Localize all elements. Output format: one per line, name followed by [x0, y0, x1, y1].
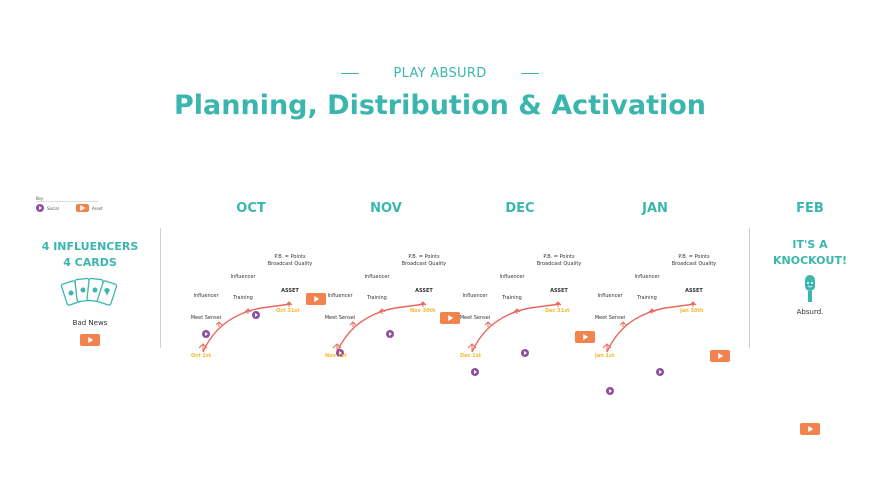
key-asset-label: Asset	[91, 205, 103, 211]
month-oct: OCT	[236, 201, 266, 216]
absurd-caption: Absurd.	[796, 308, 824, 316]
influencers-heading: 4 INFLUENCERS 4 CARDS	[30, 239, 150, 271]
growth-curve	[467, 301, 562, 353]
influencer-label: Influencer	[597, 293, 623, 299]
key-social-label: Social	[47, 205, 59, 211]
start-date-label: Jan 1st	[595, 353, 615, 359]
training-play-icon[interactable]	[252, 311, 261, 319]
month-nov: NOV	[370, 201, 402, 216]
month-column-dec: DEC Influencer Meet Sensei Influencer Tr…	[0, 57, 880, 376]
asset-play-button[interactable]	[440, 312, 461, 324]
growth-curve	[602, 301, 697, 353]
meet-sensei-label: Meet Sensei	[459, 315, 491, 321]
absurd-play-button[interactable]	[800, 423, 820, 435]
influencer-label: Influencer	[327, 293, 353, 299]
points-label-line1: P.B. = Points	[543, 254, 575, 260]
asset-play-button[interactable]	[306, 293, 327, 305]
meet-sensei-label: Meet Sensei	[324, 315, 356, 321]
month-column-nov: NOV Influencer Meet Sensei Influencer Tr…	[0, 38, 880, 359]
knockout-heading-line1: IT'S A	[792, 238, 828, 251]
meet-sensei-play-icon[interactable]	[606, 387, 614, 395]
end-date-label: Dec 31st	[545, 308, 570, 314]
asset-label: ASSET	[281, 288, 299, 294]
key-divider	[36, 201, 98, 202]
meet-sensei-play-icon[interactable]	[336, 349, 344, 357]
month-dec: DEC	[505, 201, 535, 216]
influencer-label: Influencer	[230, 274, 256, 280]
training-play-icon[interactable]	[386, 330, 395, 338]
influencer-label: Influencer	[193, 293, 219, 299]
kicker-text: PLAY ABSURD	[393, 66, 487, 81]
meet-sensei-play-icon[interactable]	[471, 368, 479, 376]
end-date-label: Nov 30th	[410, 308, 436, 314]
meet-sensei-label: Meet Sensei	[594, 315, 626, 321]
points-label-line1: P.B. = Points	[408, 254, 440, 260]
training-label: Training	[367, 295, 387, 301]
points-label-line2: Broadcast Quality	[671, 261, 717, 267]
playing-cards-icon	[60, 277, 118, 306]
points-label-line2: Broadcast Quality	[267, 261, 313, 267]
influencers-heading-line2: 4 CARDS	[63, 256, 117, 269]
training-label: Training	[502, 295, 522, 301]
bad-news-play-button[interactable]	[80, 334, 100, 346]
influencer-label: Influencer	[364, 274, 390, 280]
training-play-icon[interactable]	[521, 349, 530, 357]
bad-news-caption: Bad News	[72, 319, 108, 327]
asset-label: ASSET	[550, 288, 568, 294]
asset-play-button[interactable]	[575, 331, 596, 343]
start-date-label: Oct 1st	[191, 353, 212, 359]
kicker-dash-left	[341, 73, 360, 74]
points-label-line2: Broadcast Quality	[401, 261, 447, 267]
influencer-label: Influencer	[499, 274, 525, 280]
asset-label: ASSET	[415, 288, 433, 294]
influencer-label: Influencer	[634, 274, 660, 280]
end-date-label: Oct 31st	[276, 308, 300, 314]
points-label-line2: Broadcast Quality	[536, 261, 582, 267]
legend-key: Key Social Asset	[36, 196, 103, 212]
start-date-label: Dec 1st	[460, 353, 482, 359]
month-column-oct: OCT Influencer Meet Sensei Influencer Tr…	[0, 19, 880, 359]
page-title: Planning, Distribution & Activation	[173, 90, 707, 121]
growth-curve	[198, 301, 293, 353]
meet-sensei-play-icon[interactable]	[202, 330, 210, 338]
growth-curve	[332, 301, 427, 353]
influencer-label: Influencer	[462, 293, 488, 299]
months-timeline: OCT Influencer Meet Sensei Influencer Tr…	[0, 19, 880, 395]
points-label-line1: P.B. = Points	[678, 254, 710, 260]
section-kicker: PLAY ABSURD	[0, 66, 880, 81]
training-label: Training	[233, 295, 253, 301]
influencers-heading-line1: 4 INFLUENCERS	[41, 240, 139, 253]
training-play-icon[interactable]	[656, 368, 665, 376]
knockout-heading: IT'S A KNOCKOUT!	[760, 237, 860, 269]
key-title: Key	[36, 196, 44, 201]
social-play-icon	[36, 204, 44, 212]
points-label-line1: P.B. = Points	[274, 254, 306, 260]
divider-right	[749, 228, 750, 348]
divider-left	[160, 228, 161, 348]
asset-play-button[interactable]	[710, 350, 731, 362]
asset-label: ASSET	[685, 288, 703, 294]
month-column-jan: JAN Influencer Meet Sensei Influencer Tr…	[0, 76, 880, 395]
end-date-label: Jan 30th	[680, 308, 704, 314]
meet-sensei-label: Meet Sensei	[190, 315, 222, 321]
training-label: Training	[637, 295, 657, 301]
kicker-dash-right	[520, 73, 539, 74]
month-jan: JAN	[642, 201, 668, 216]
microphone-icon	[805, 275, 815, 302]
asset-play-icon	[75, 204, 89, 212]
knockout-heading-line2: KNOCKOUT!	[773, 254, 847, 267]
start-date-label: Nov 1st	[325, 353, 347, 359]
month-feb: FEB	[796, 201, 824, 216]
